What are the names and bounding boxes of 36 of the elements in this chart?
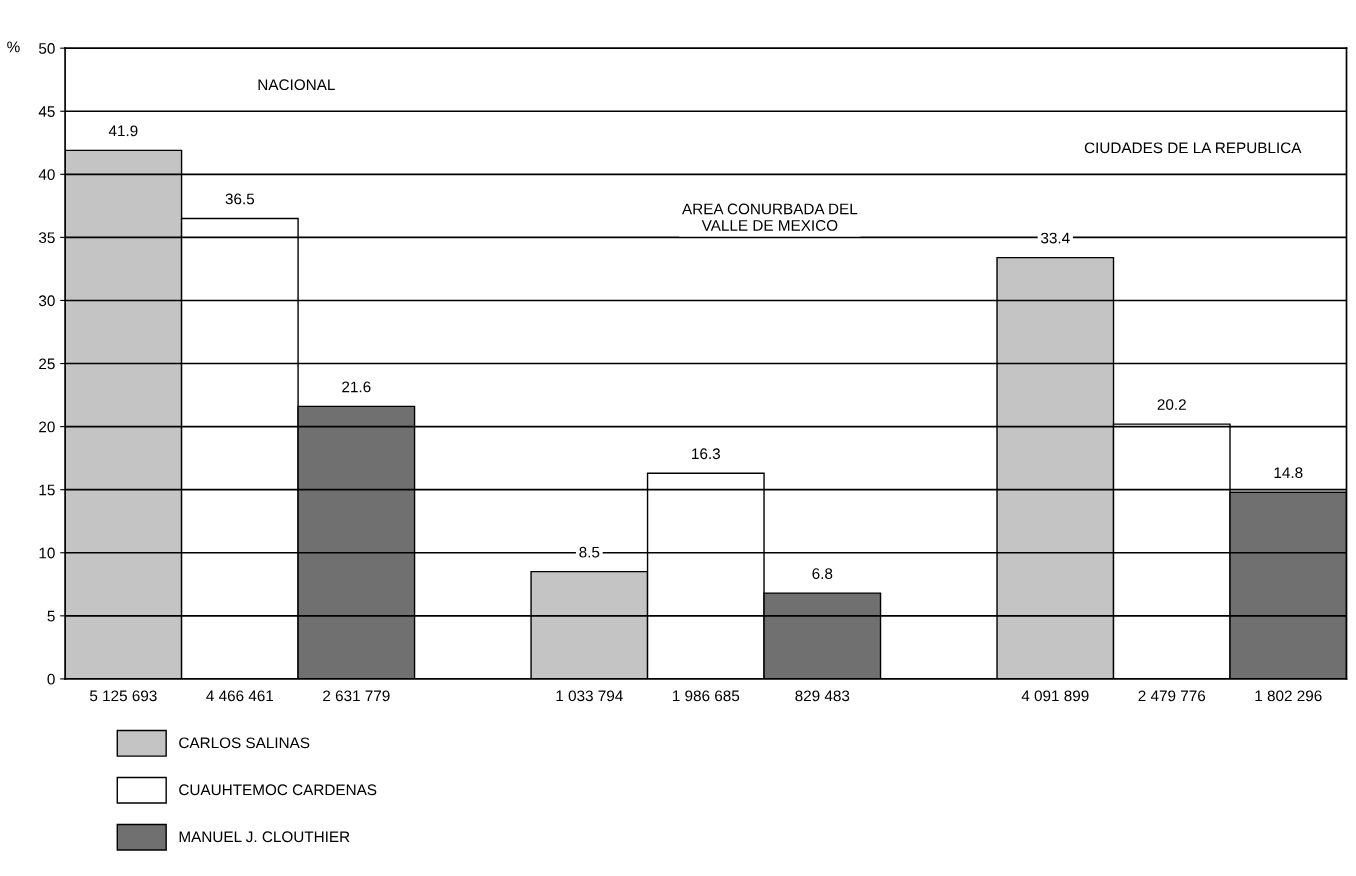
y-tick-label: 15 [39,484,55,496]
y-tick-label: 40 [38,169,55,181]
y-tick-label: 20 [39,421,55,433]
x-tick-label: 1 986 685 [672,690,740,702]
y-tick-label: 30 [38,295,55,307]
legend-label: MANUEL J. CLOUTHIER [179,831,350,843]
y-tick-label: 50 [38,43,55,54]
legend-label: CUAUHTEMOC CARDENAS [179,784,377,796]
annotation: NACIONAL [258,79,335,91]
y-tick-label: 45 [38,106,55,117]
data-label: 36.5 [225,193,255,205]
y-axis-title: % [7,41,20,53]
y-tick-label: 5 [47,610,55,622]
x-tick-label: 829 483 [795,690,850,702]
data-label: 14.8 [1274,467,1303,479]
annotation: CIUDADES DE LA REPUBLICA [1084,142,1302,154]
data-label: 8.5 [579,546,600,558]
data-label: 20.2 [1157,399,1186,410]
data-label: 33.4 [1040,232,1070,244]
x-tick-label: 4 091 899 [1021,690,1089,702]
x-tick-label: 5 125 693 [89,690,157,702]
y-tick-label: 35 [38,232,55,244]
data-label: 16.3 [692,448,720,460]
data-label: 21.6 [342,381,371,393]
x-tick-label: 4 466 461 [206,690,274,702]
y-tick-label: 25 [39,358,55,370]
y-tick-label: 10 [39,547,55,559]
y-tick-label: 0 [47,673,55,685]
annotation: AREA CONURBADA DEL VALLE DE MEXICO [682,203,858,231]
x-tick-label: 1 802 296 [1255,690,1322,702]
x-tick-label: 2 479 776 [1138,690,1206,702]
x-tick-label: 1 033 794 [556,690,623,702]
data-label: 6.8 [812,568,833,579]
legend-label: CARLOS SALINAS [179,737,310,749]
x-tick-label: 2 631 779 [323,690,390,702]
data-label: 41.9 [108,125,138,137]
